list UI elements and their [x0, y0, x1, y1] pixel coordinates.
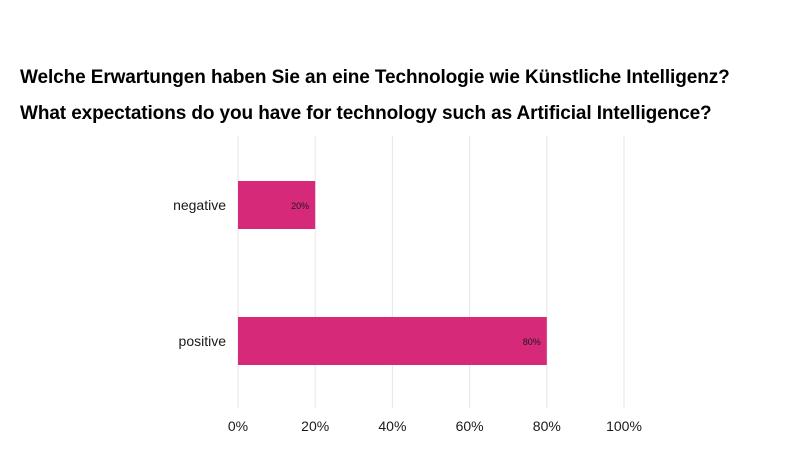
chart-subtitle: What expectations do you have for techno…	[20, 103, 712, 124]
data-label-negative: 20%	[291, 201, 309, 211]
x-tick-label-0: 0%	[228, 418, 248, 434]
bar-negative	[238, 181, 316, 229]
x-tick-label-2: 40%	[378, 418, 406, 434]
bar-positive	[238, 317, 547, 365]
x-tick-label-4: 80%	[533, 418, 561, 434]
x-tick-label-3: 60%	[456, 418, 484, 434]
chart-title-block: Welche Erwartungen haben Sie an eine Tec…	[20, 60, 790, 132]
x-tick-label-1: 20%	[301, 418, 329, 434]
category-label-positive: positive	[179, 333, 227, 349]
data-label-positive: 80%	[523, 337, 541, 347]
category-label-negative: negative	[173, 197, 226, 213]
chart-title: Welche Erwartungen haben Sie an eine Tec…	[20, 67, 730, 88]
x-tick-label-5: 100%	[606, 418, 642, 434]
